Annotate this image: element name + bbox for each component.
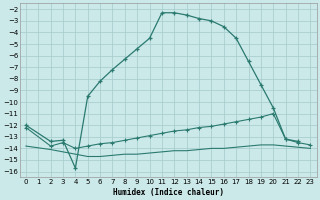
X-axis label: Humidex (Indice chaleur): Humidex (Indice chaleur): [113, 188, 224, 197]
